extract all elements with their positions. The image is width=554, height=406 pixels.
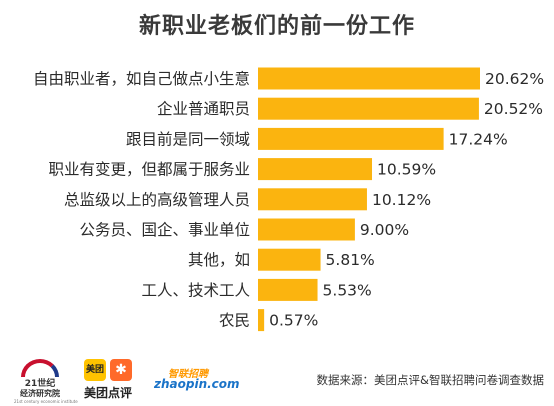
category-label: 企业普通职员	[157, 100, 250, 118]
category-label: 其他，如	[188, 251, 250, 269]
value-label: 20.62%	[485, 70, 544, 88]
meituan-badge: 美团	[84, 359, 106, 381]
bar	[258, 248, 321, 271]
logo-21-line2: 经济研究院	[20, 389, 60, 398]
category-label: 自由职业者，如自己做点小生意	[33, 69, 250, 88]
bar	[258, 97, 479, 120]
chart-title: 新职业老板们的前一份工作	[138, 14, 415, 39]
value-label: 9.00%	[360, 221, 409, 239]
value-label: 10.59%	[377, 161, 436, 179]
bar	[258, 158, 373, 181]
data-source-note: 数据来源：美团点评&智联招聘问卷调查数据	[316, 373, 544, 387]
category-label: 跟目前是同一领域	[126, 130, 250, 148]
value-label: 20.52%	[484, 100, 543, 118]
dianping-figure-icon: ✱	[110, 359, 132, 381]
value-label: 5.53%	[323, 281, 372, 299]
logo-21-line3: 21st century economic institute	[14, 399, 78, 404]
bar	[258, 309, 265, 332]
logo-21-line1: 21世纪	[24, 379, 56, 389]
zhaopin-domain: zhaopin.com	[154, 377, 240, 391]
category-label: 职业有变更，但都属于服务业	[48, 161, 250, 179]
meituan-dianping-logo: 美团 ✱ 美团点评	[78, 359, 138, 403]
value-label: 5.81%	[326, 251, 375, 269]
bar	[258, 127, 444, 150]
bar	[258, 67, 480, 90]
bar	[258, 188, 367, 211]
21st-century-institute-logo: 21世纪 经济研究院 21st century economic institu…	[14, 359, 78, 404]
zhaopin-cn-name: 智联招聘	[168, 369, 208, 380]
value-label: 17.24%	[449, 130, 508, 148]
footer-logos: 21世纪 经济研究院 21st century economic institu…	[0, 355, 554, 406]
category-label: 农民	[219, 312, 250, 330]
arc-icon	[21, 359, 59, 377]
value-label: 10.12%	[372, 191, 431, 209]
meituan-dianping-name: 美团点评	[83, 386, 132, 400]
category-label: 公务员、国企、事业单位	[79, 221, 250, 239]
category-label: 工人、技术工人	[141, 281, 250, 299]
value-label: 0.57%	[269, 312, 318, 330]
zhaopin-logo: 智联招聘 zhaopin.com	[154, 365, 240, 399]
bar	[258, 218, 355, 241]
category-label: 总监级以上的高级管理人员	[64, 191, 250, 209]
bar	[258, 278, 318, 301]
